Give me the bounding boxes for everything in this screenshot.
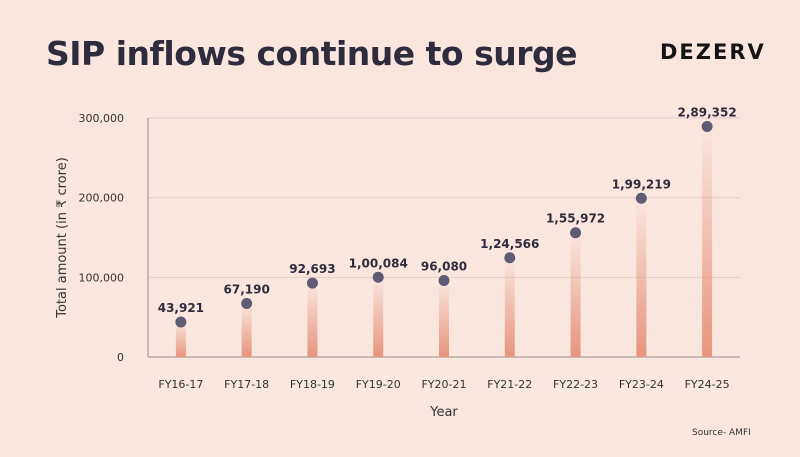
bar [373, 277, 384, 357]
data-label: 1,24,566 [480, 237, 539, 251]
data-label: 1,55,972 [546, 212, 605, 226]
x-tick-label: FY22-23 [553, 378, 598, 391]
data-label: 1,99,219 [612, 177, 671, 191]
data-label: 92,693 [289, 262, 335, 276]
x-tick-label: FY21-22 [487, 378, 532, 391]
data-point [241, 297, 253, 309]
x-tick-label: FY18-19 [290, 378, 335, 391]
x-tick-label: FY23-24 [619, 378, 664, 391]
bar [241, 303, 252, 357]
data-label: 96,080 [421, 259, 467, 273]
data-point [372, 271, 384, 283]
y-axis-title: Total amount (in ₹ crore) [55, 157, 70, 319]
data-label: 43,921 [158, 301, 204, 315]
x-tick-label: FY17-18 [224, 378, 269, 391]
x-tick-label: FY20-21 [421, 378, 466, 391]
data-label: 67,190 [224, 282, 270, 296]
data-point [438, 274, 450, 286]
bar [636, 198, 647, 357]
x-tick-label: FY24-25 [685, 378, 730, 391]
brand-logo: DEZERV [660, 40, 766, 64]
x-axis-title: Year [429, 405, 458, 420]
source-note: Source- AMFI [692, 428, 751, 438]
bar [570, 232, 581, 357]
x-tick-label: FY19-20 [356, 378, 401, 391]
chart-title: SIP inflows continue to surge [46, 34, 578, 73]
bar [702, 126, 713, 357]
data-point [570, 227, 582, 239]
y-tick-label: 100,000 [79, 271, 125, 284]
data-point [635, 192, 647, 204]
y-tick-label: 300,000 [79, 112, 125, 125]
data-label: 1,00,084 [349, 256, 408, 270]
data-point [175, 316, 187, 328]
data-point [701, 120, 713, 132]
bar [439, 280, 449, 357]
y-tick-label: 200,000 [79, 192, 125, 205]
data-label: 2,89,352 [678, 105, 737, 119]
data-point [306, 277, 318, 289]
bar [175, 322, 186, 357]
bar [307, 283, 318, 357]
bar [504, 257, 515, 357]
y-tick-label: 0 [117, 351, 124, 364]
x-tick-label: FY16-17 [158, 378, 203, 391]
data-point [504, 252, 516, 264]
